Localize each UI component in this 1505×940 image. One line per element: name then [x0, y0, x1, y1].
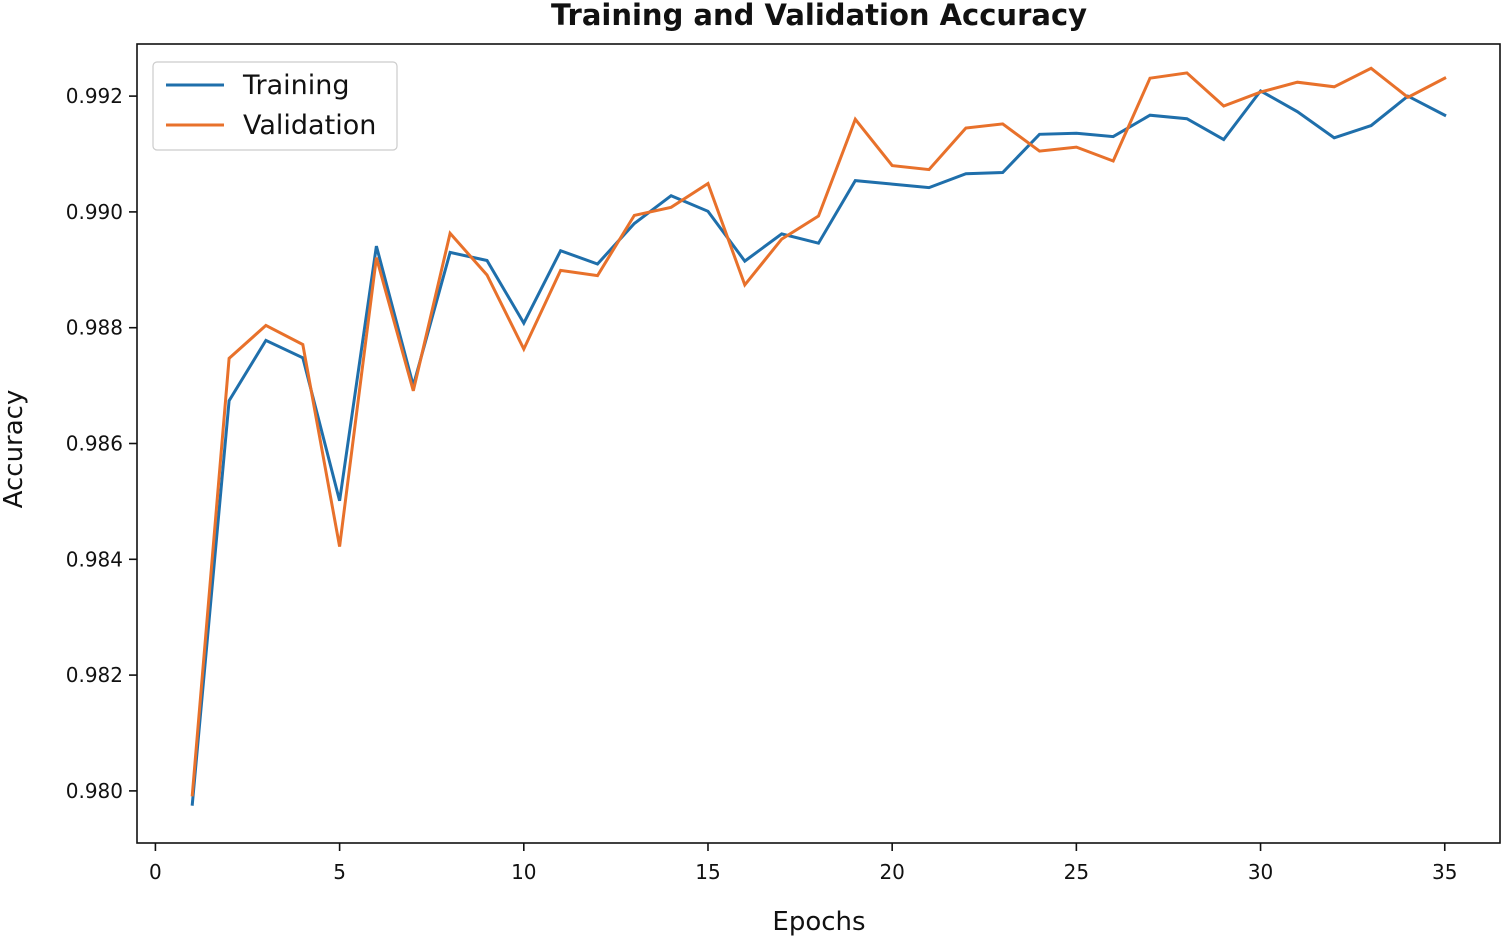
y-tick-label: 0.982: [66, 663, 123, 687]
legend-label-validation: Validation: [243, 110, 376, 141]
legend-label-training: Training: [242, 70, 350, 101]
series-line-training: [190, 88, 1447, 806]
x-tick-label: 35: [1432, 860, 1457, 884]
x-tick-label: 30: [1248, 860, 1273, 884]
y-tick-label: 0.988: [66, 316, 123, 340]
y-axis-ticks: 0.980 0.982 0.984 0.986 0.988 0.990 0.992: [66, 84, 137, 803]
y-tick-label: 0.980: [66, 779, 123, 803]
chart-title: Training and Validation Accuracy: [551, 0, 1087, 32]
series-layer: [190, 66, 1447, 806]
y-tick-label: 0.990: [66, 200, 123, 224]
plot-area-frame: [136, 43, 1501, 844]
x-tick-label: 10: [511, 860, 536, 884]
series-line-validation: [190, 66, 1447, 797]
x-tick-label: 5: [333, 860, 346, 884]
y-axis-label: Accuracy: [0, 390, 29, 509]
x-axis-label: Epochs: [772, 907, 865, 937]
x-axis-ticks: 0 5 10 15 20 25 30 35: [149, 843, 1457, 884]
legend: Training Validation: [152, 61, 398, 151]
y-tick-label: 0.984: [66, 547, 123, 571]
x-tick-label: 15: [695, 860, 720, 884]
y-tick-label: 0.992: [66, 84, 123, 108]
x-tick-label: 20: [879, 860, 904, 884]
x-tick-label: 25: [1064, 860, 1089, 884]
y-tick-label: 0.986: [66, 432, 123, 456]
x-tick-label: 0: [149, 860, 162, 884]
